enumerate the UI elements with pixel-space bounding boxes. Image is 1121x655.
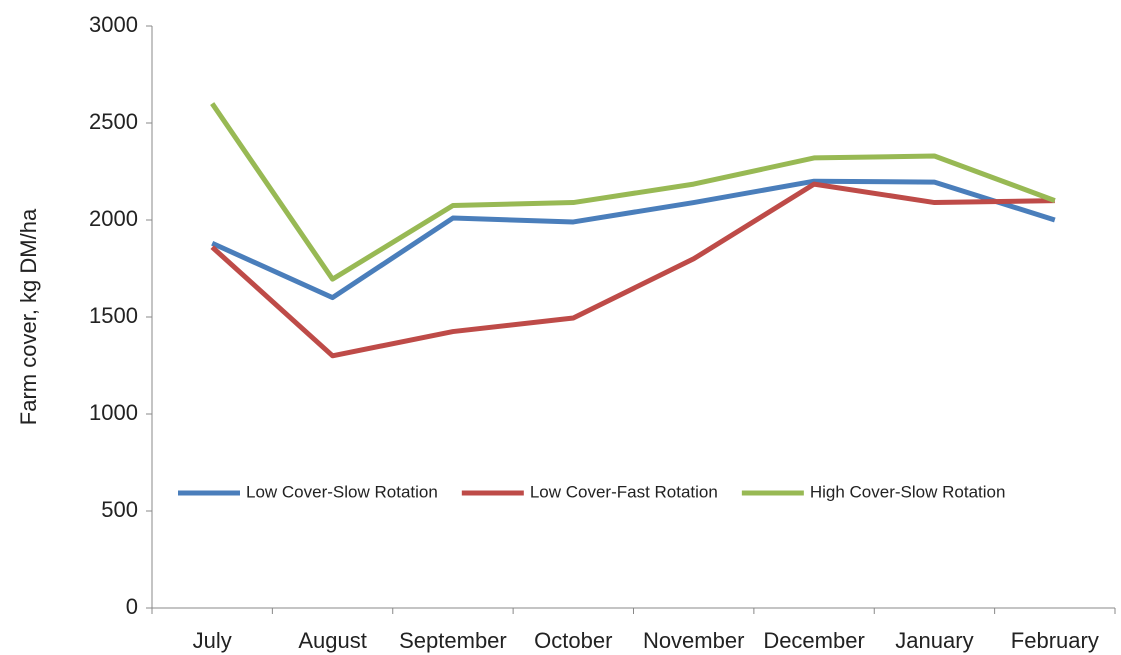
x-tick-label: September xyxy=(399,628,507,653)
y-tick-label: 1000 xyxy=(89,400,138,425)
x-tick-label: October xyxy=(534,628,612,653)
x-tick-label: December xyxy=(763,628,864,653)
y-tick-label: 0 xyxy=(126,594,138,619)
y-tick-label: 1500 xyxy=(89,303,138,328)
y-tick-label: 3000 xyxy=(89,12,138,37)
legend-label: High Cover-Slow Rotation xyxy=(810,482,1006,501)
y-axis-label: Farm cover, kg DM/ha xyxy=(16,208,41,425)
series-line xyxy=(210,181,1055,359)
x-tick-label: November xyxy=(643,628,744,653)
legend-label: Low Cover-Fast Rotation xyxy=(530,482,718,501)
x-tick-label: July xyxy=(193,628,232,653)
legend-label: Low Cover-Slow Rotation xyxy=(246,482,438,501)
y-tick-label: 500 xyxy=(101,497,138,522)
series-line xyxy=(211,178,1056,301)
x-tick-label: February xyxy=(1011,628,1099,653)
x-tick-label: January xyxy=(895,628,973,653)
x-tick-label: August xyxy=(298,628,367,653)
y-tick-label: 2500 xyxy=(89,109,138,134)
y-tick-label: 2000 xyxy=(89,206,138,231)
series-line xyxy=(210,102,1056,282)
